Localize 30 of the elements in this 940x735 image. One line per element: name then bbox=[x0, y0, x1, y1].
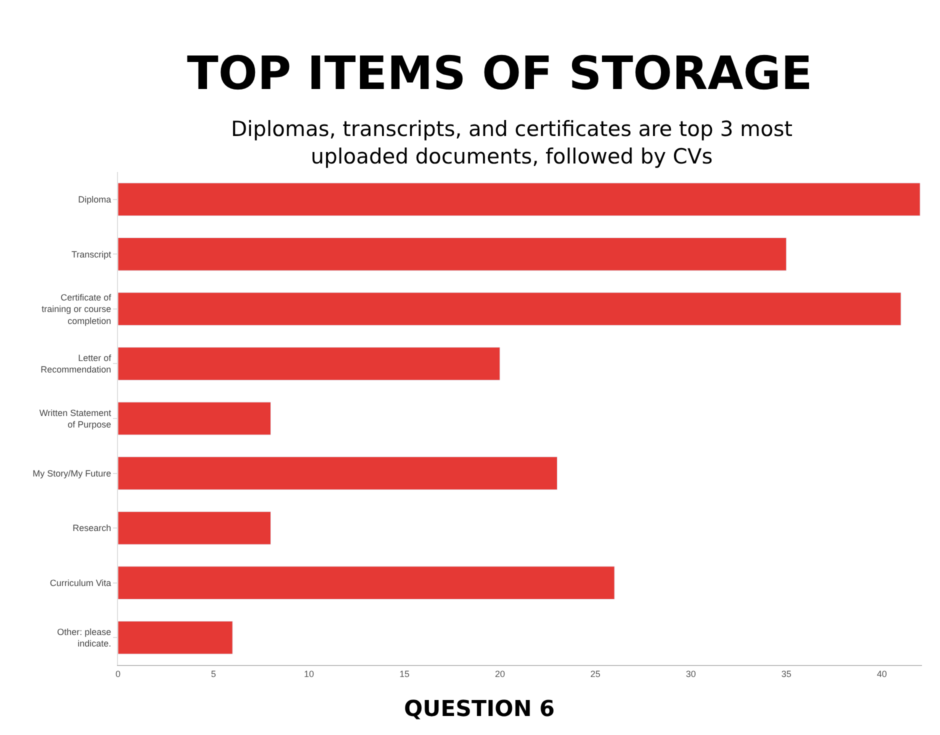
x-tick-label: 15 bbox=[399, 668, 410, 679]
y-tick-label: Curriculum Vita bbox=[50, 578, 112, 588]
bar bbox=[118, 292, 902, 326]
bar bbox=[118, 402, 272, 436]
y-tick-label: Other: please indicate. bbox=[57, 626, 112, 649]
chart-subtitle: Diplomas, transcripts, and certificates are top 3 most uploaded documents, followed by CVs bbox=[231, 117, 792, 168]
y-tick-label: Research bbox=[72, 523, 112, 534]
y-tick-label: Letter of Recommendation bbox=[40, 353, 112, 375]
x-tick-label: 0 bbox=[115, 668, 121, 679]
y-tick-label: Diploma bbox=[78, 194, 112, 205]
bar bbox=[118, 456, 558, 490]
text: QUESTION 6 bbox=[404, 697, 555, 722]
x-tick-label: 30 bbox=[686, 668, 696, 679]
chart-title: TOP ITEMS OF STORAGE bbox=[187, 46, 812, 100]
x-tick-label: 35 bbox=[781, 668, 792, 679]
y-tick-label: Written Statement of Purpose bbox=[39, 408, 112, 430]
bar bbox=[118, 347, 500, 380]
x-tick-label: 25 bbox=[590, 668, 600, 679]
x-tick-label: 10 bbox=[304, 668, 314, 679]
x-tick-label: 40 bbox=[876, 668, 887, 679]
y-tick-label: My Story/My Future bbox=[32, 468, 112, 478]
bar bbox=[118, 620, 233, 654]
y-tick-label: Transcript bbox=[72, 249, 112, 260]
x-tick-label: 20 bbox=[494, 668, 505, 679]
bar bbox=[118, 237, 787, 271]
x-tick-label: 5 bbox=[210, 668, 216, 679]
bar bbox=[118, 182, 920, 216]
bar bbox=[118, 566, 615, 600]
y-tick-label: Certificate of training or course completion bbox=[42, 292, 112, 326]
bar bbox=[118, 511, 272, 545]
